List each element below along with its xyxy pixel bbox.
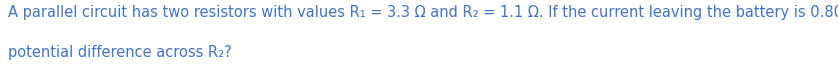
Text: A parallel circuit has two resistors with values R₁ = 3.3 Ω and R₂ = 1.1 Ω. If t: A parallel circuit has two resistors wit… <box>8 5 838 20</box>
Text: potential difference across R₂?: potential difference across R₂? <box>8 45 232 60</box>
